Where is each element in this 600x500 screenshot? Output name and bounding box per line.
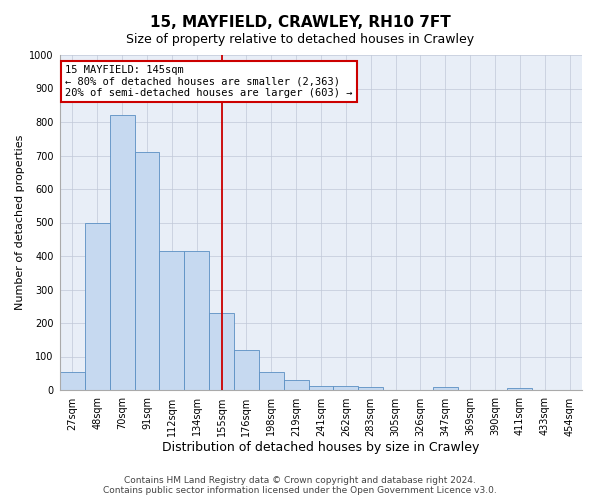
Bar	[334, 386, 358, 390]
Bar	[60, 372, 85, 390]
Bar	[433, 388, 458, 390]
X-axis label: Distribution of detached houses by size in Crawley: Distribution of detached houses by size …	[163, 441, 479, 454]
Bar	[284, 380, 308, 390]
Bar	[85, 222, 110, 390]
Bar	[508, 388, 532, 390]
Text: Size of property relative to detached houses in Crawley: Size of property relative to detached ho…	[126, 32, 474, 46]
Bar	[358, 386, 383, 390]
Text: 15, MAYFIELD, CRAWLEY, RH10 7FT: 15, MAYFIELD, CRAWLEY, RH10 7FT	[149, 15, 451, 30]
Bar	[110, 116, 134, 390]
Bar	[234, 350, 259, 390]
Text: 15 MAYFIELD: 145sqm
← 80% of detached houses are smaller (2,363)
20% of semi-det: 15 MAYFIELD: 145sqm ← 80% of detached ho…	[65, 65, 353, 98]
Bar	[308, 386, 334, 390]
Y-axis label: Number of detached properties: Number of detached properties	[15, 135, 25, 310]
Bar	[184, 251, 209, 390]
Bar	[134, 152, 160, 390]
Bar	[209, 313, 234, 390]
Text: Contains HM Land Registry data © Crown copyright and database right 2024.
Contai: Contains HM Land Registry data © Crown c…	[103, 476, 497, 495]
Bar	[259, 372, 284, 390]
Bar	[160, 251, 184, 390]
